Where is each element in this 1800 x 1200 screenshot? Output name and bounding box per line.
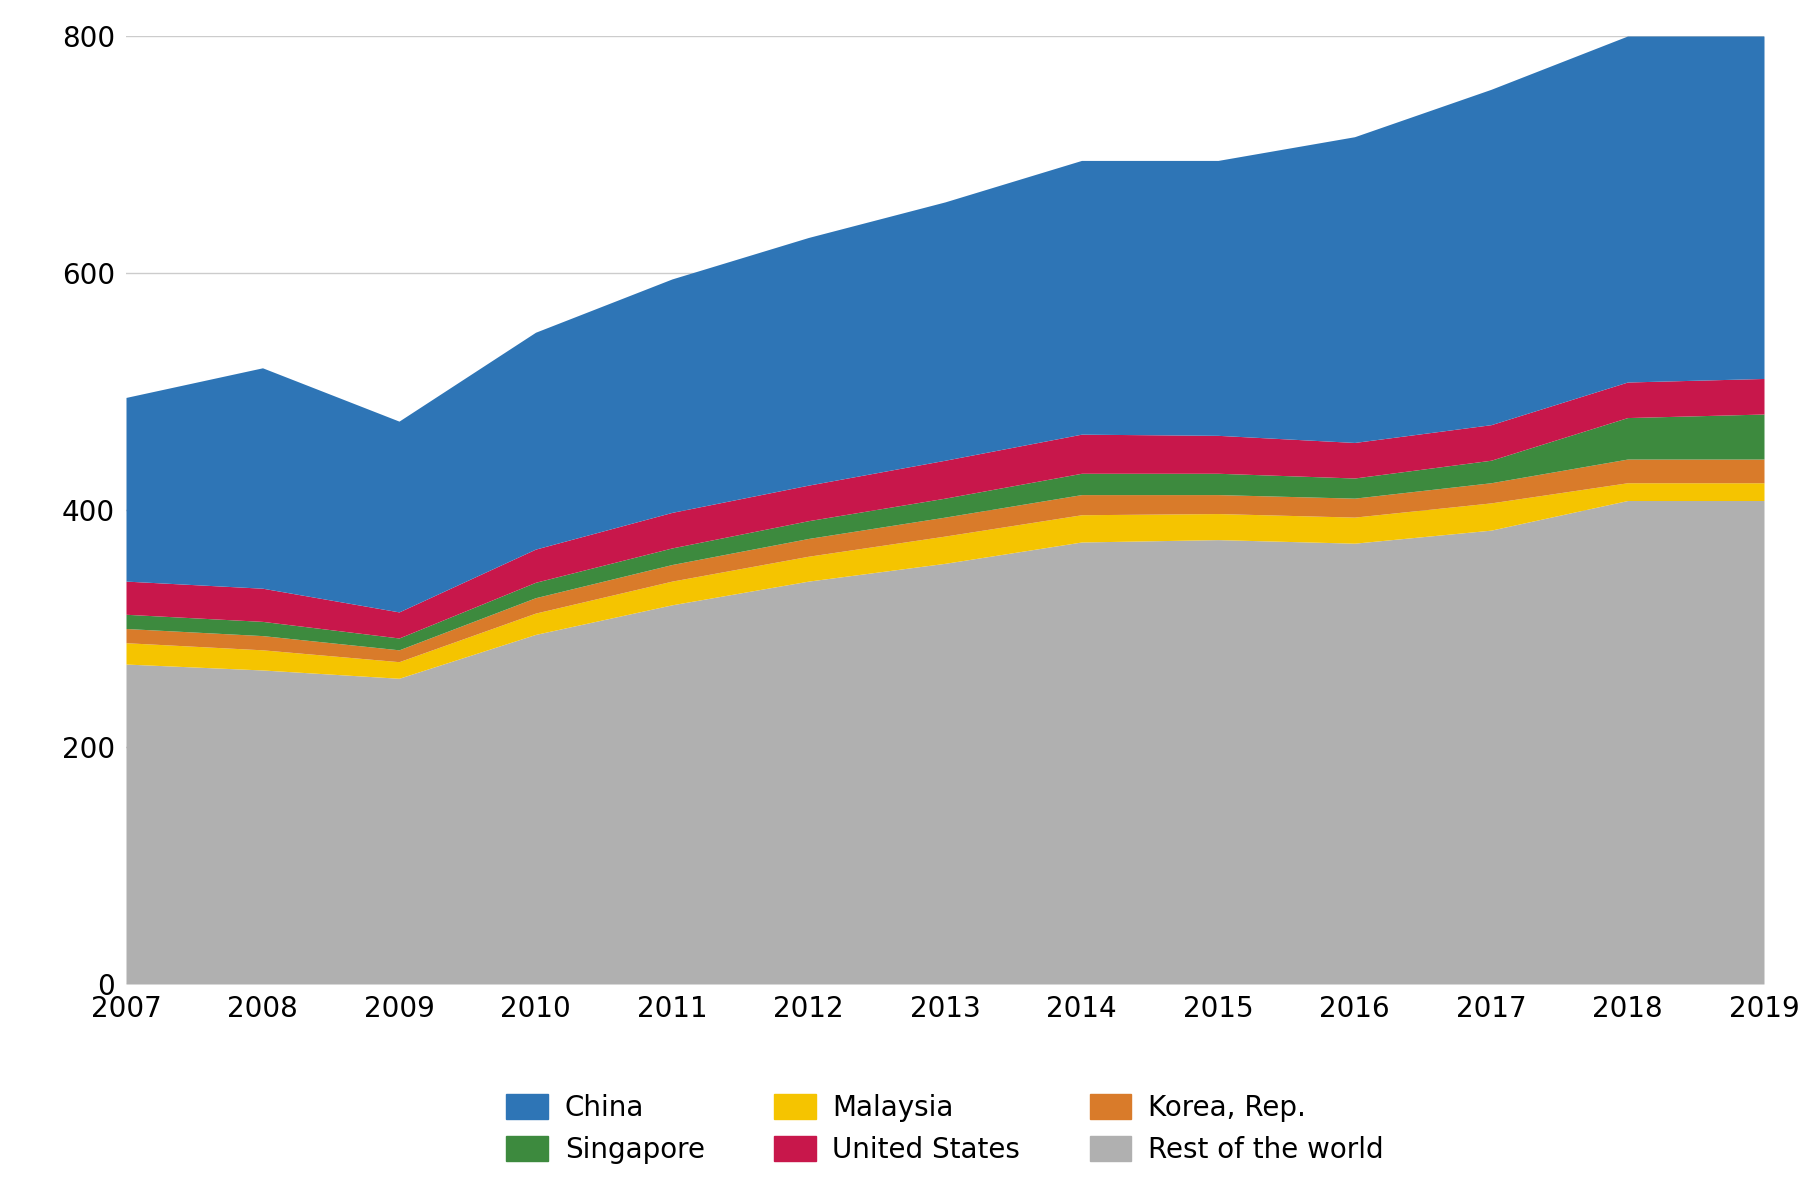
- Legend: China, Singapore, Malaysia, United States, Korea, Rep., Rest of the world: China, Singapore, Malaysia, United State…: [495, 1084, 1395, 1175]
